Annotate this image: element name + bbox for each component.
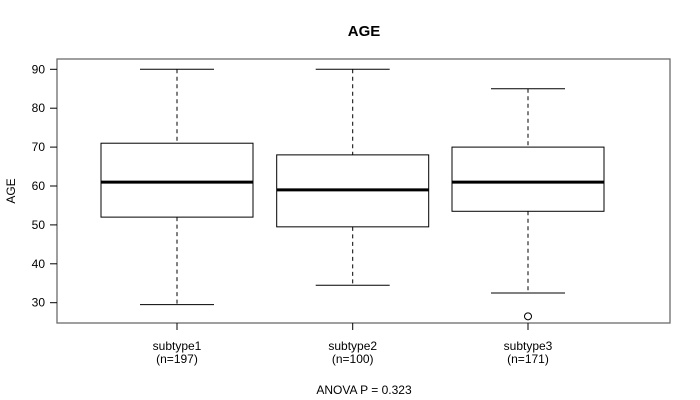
chart-title: AGE bbox=[348, 23, 381, 40]
y-axis-tick-label: 30 bbox=[32, 296, 46, 310]
y-axis-tick-label: 90 bbox=[32, 62, 46, 76]
y-axis-title: AGE bbox=[4, 178, 18, 203]
y-axis-tick-label: 40 bbox=[32, 257, 46, 271]
group-sublabel: (n=171) bbox=[507, 352, 549, 366]
outlier-point bbox=[524, 312, 532, 321]
group-sublabel: (n=100) bbox=[332, 352, 374, 366]
y-axis-tick-label: 70 bbox=[32, 140, 46, 154]
y-axis-tick-label: 80 bbox=[32, 101, 46, 115]
plot-content: 30405060708090subtype1(n=197)subtype2(n=… bbox=[32, 58, 671, 366]
iqr-box bbox=[100, 142, 254, 218]
y-axis-tick-label: 50 bbox=[32, 218, 46, 232]
group-sublabel: (n=197) bbox=[156, 352, 198, 366]
group-label: subtype2 bbox=[328, 339, 377, 353]
iqr-box bbox=[451, 146, 605, 212]
anova-caption: ANOVA P = 0.323 bbox=[316, 383, 412, 397]
y-axis-tick-label: 60 bbox=[32, 179, 46, 193]
plot-frame bbox=[56, 58, 671, 324]
group-label: subtype3 bbox=[504, 339, 553, 353]
group-label: subtype1 bbox=[153, 339, 202, 353]
